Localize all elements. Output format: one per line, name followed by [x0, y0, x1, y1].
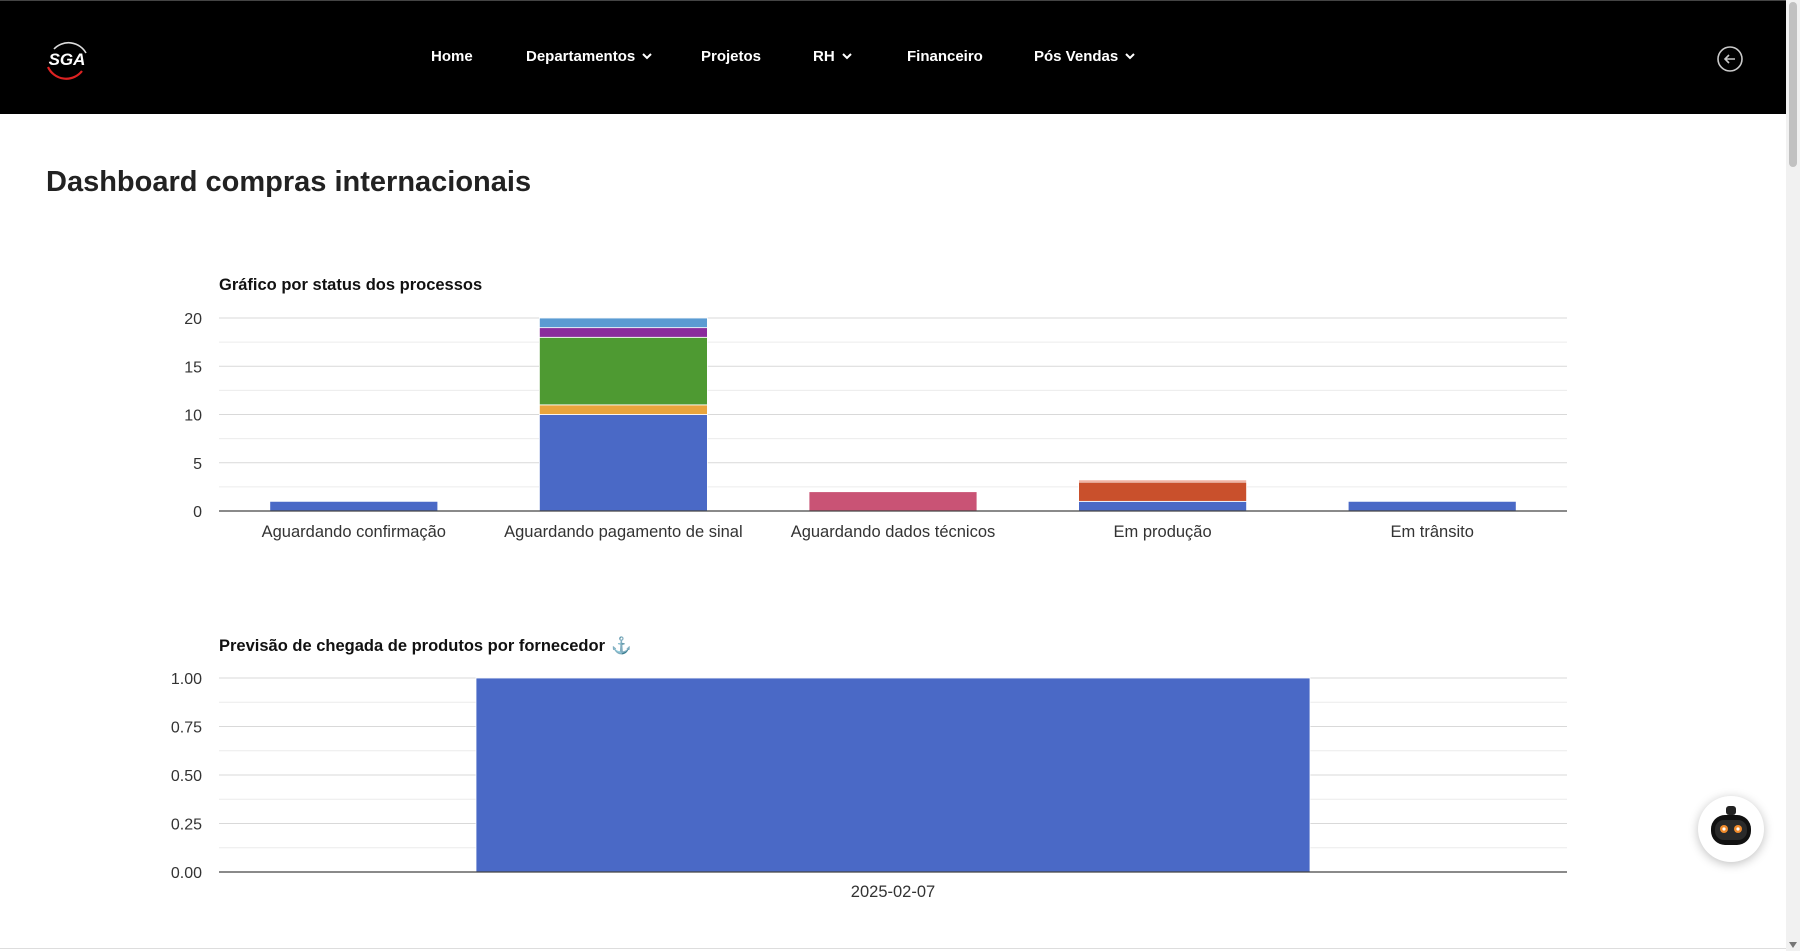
bar-segment[interactable] [538, 404, 708, 415]
x-tick-label: Aguardando confirmação [262, 523, 446, 541]
bar-segment[interactable] [1078, 481, 1247, 502]
arrival-chart: Previsão de chegada de produtos por forn… [140, 628, 1580, 908]
x-tick-label: 2025-02-07 [851, 883, 935, 901]
bottom-border [0, 948, 1786, 949]
main-nav: Home Departamentos Projetos RH Financeir… [0, 1, 1786, 115]
nav-home[interactable]: Home [431, 48, 473, 65]
bar-segment[interactable] [475, 677, 1311, 873]
y-tick-label: 0.00 [171, 865, 202, 882]
y-tick-label: 0.25 [171, 817, 202, 834]
nav-rh-label: RH [813, 48, 835, 65]
nav-projetos-label: Projetos [701, 48, 762, 65]
bar-segment[interactable] [1078, 479, 1247, 483]
status-chart-title: Gráfico por status dos processos [219, 276, 483, 294]
chatbot-button[interactable] [1698, 796, 1764, 862]
status-chart-svg: 0 5 10 15 20 Aguardando confirmação Aguardando… [184, 311, 1567, 541]
robot-icon [1711, 806, 1751, 845]
y-tick-label: 5 [193, 456, 202, 473]
nav-pos-vendas[interactable]: Pós Vendas [1034, 48, 1135, 65]
bar-segment[interactable] [269, 500, 439, 512]
logo-text: SGA [49, 50, 86, 69]
chevron-down-icon [841, 53, 852, 60]
arrival-chart-svg: 0.00 0.25 0.50 0.75 1.00 2025-02-07 [171, 671, 1567, 901]
y-tick-label: 0 [193, 504, 202, 521]
nav-home-label: Home [431, 48, 473, 65]
scroll-down-arrow-icon[interactable] [1788, 941, 1798, 949]
bar-segment[interactable] [538, 336, 708, 406]
bar-segment[interactable] [1347, 500, 1517, 512]
nav-pos-vendas-label: Pós Vendas [1034, 48, 1119, 65]
nav-financeiro[interactable]: Financeiro [907, 48, 983, 65]
nav-financeiro-label: Financeiro [907, 48, 983, 65]
sga-logo[interactable]: SGA [38, 37, 96, 81]
x-tick-label: Aguardando pagamento de sinal [504, 523, 743, 541]
y-tick-label: 0.50 [171, 768, 202, 785]
y-tick-label: 15 [184, 359, 202, 376]
x-tick-label: Em trânsito [1390, 523, 1473, 541]
x-tick-label: Aguardando dados técnicos [791, 523, 996, 541]
logout-button[interactable] [1716, 45, 1744, 73]
bar-segment[interactable] [538, 327, 708, 338]
y-tick-label: 1.00 [171, 671, 202, 688]
bar-segment[interactable] [538, 317, 708, 329]
page-title: Dashboard compras internacionais [46, 166, 532, 198]
y-tick-label: 10 [184, 408, 202, 425]
bar-segment[interactable] [1078, 500, 1247, 512]
chevron-down-icon [1125, 53, 1135, 60]
scrollbar-thumb[interactable] [1789, 2, 1797, 167]
status-chart: Gráfico por status dos processos 0 5 10 15 2… [140, 268, 1580, 558]
bar-segment[interactable] [538, 414, 708, 512]
chevron-down-icon [642, 53, 652, 60]
arrow-left-circle-icon [1717, 46, 1743, 72]
nav-departamentos[interactable]: Departamentos [526, 48, 652, 65]
y-tick-label: 20 [184, 311, 202, 328]
arrival-chart-title-text: Previsão de chegada de produtos por forn… [219, 637, 606, 655]
x-tick-label: Em produção [1114, 523, 1212, 541]
bar-segment[interactable] [808, 491, 978, 512]
anchor-icon: ⚓ [611, 637, 632, 655]
top-navbar: SGA Home Departamentos Projetos RH Finan… [0, 0, 1786, 114]
nav-rh[interactable]: RH [813, 48, 852, 65]
scrollbar[interactable] [1786, 0, 1800, 951]
nav-projetos[interactable]: Projetos [701, 48, 761, 65]
y-tick-label: 0.75 [171, 720, 202, 737]
arrival-chart-title: Previsão de chegada de produtos por forn… [219, 637, 632, 656]
nav-departamentos-label: Departamentos [526, 48, 636, 65]
